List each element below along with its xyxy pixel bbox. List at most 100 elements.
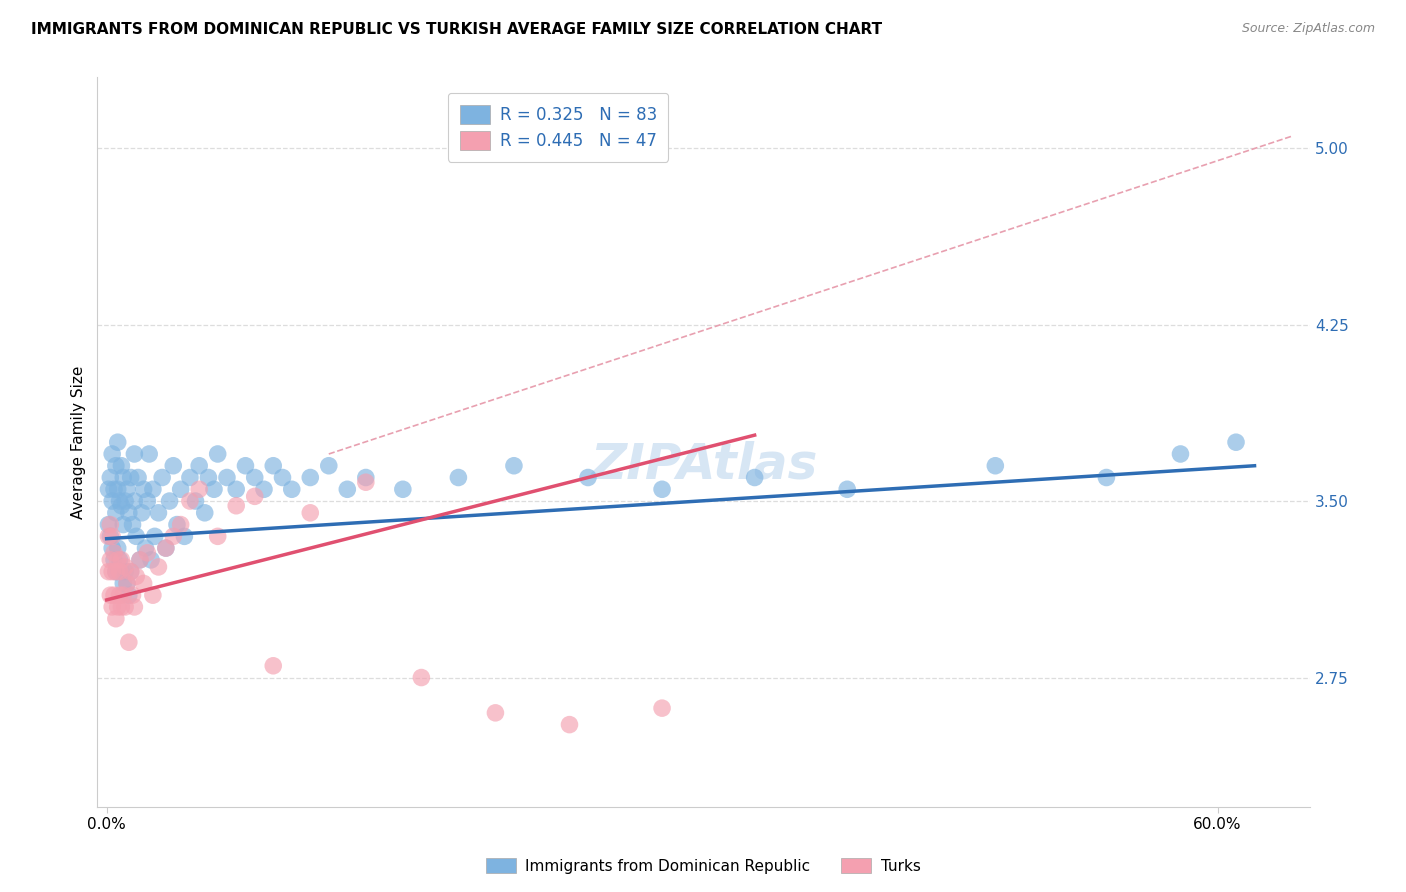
Point: [166, 517, 188, 532]
Point: [124, 494, 146, 508]
Point: [235, 458, 257, 473]
Point: [162, 458, 184, 473]
Point: [121, 517, 143, 532]
Point: [118, 588, 141, 602]
Point: [484, 706, 506, 720]
Text: Source: ZipAtlas.com: Source: ZipAtlas.com: [1241, 22, 1375, 36]
Point: [120, 565, 142, 579]
Legend: Immigrants from Dominican Republic, Turks: Immigrants from Dominican Republic, Turk…: [479, 852, 927, 880]
Point: [108, 553, 131, 567]
Point: [134, 541, 156, 555]
Point: [112, 517, 135, 532]
Point: [281, 483, 304, 497]
Point: [136, 546, 159, 560]
Point: [197, 470, 219, 484]
Point: [138, 447, 160, 461]
Point: [132, 483, 155, 497]
Point: [97, 483, 120, 497]
Point: [576, 470, 599, 484]
Text: IMMIGRANTS FROM DOMINICAN REPUBLIC VS TURKISH AVERAGE FAMILY SIZE CORRELATION CH: IMMIGRANTS FROM DOMINICAN REPUBLIC VS TU…: [31, 22, 882, 37]
Point: [98, 553, 121, 567]
Point: [103, 483, 125, 497]
Point: [558, 717, 581, 731]
Point: [121, 588, 143, 602]
Point: [104, 565, 127, 579]
Y-axis label: Average Family Size: Average Family Size: [72, 366, 86, 519]
Point: [651, 483, 673, 497]
Point: [148, 560, 170, 574]
Point: [132, 576, 155, 591]
Point: [142, 483, 165, 497]
Point: [115, 576, 138, 591]
Point: [104, 565, 127, 579]
Point: [110, 499, 132, 513]
Point: [447, 470, 470, 484]
Point: [101, 529, 124, 543]
Point: [159, 494, 181, 508]
Point: [101, 599, 124, 614]
Point: [136, 494, 159, 508]
Point: [1170, 447, 1192, 461]
Point: [125, 529, 148, 543]
Point: [129, 553, 152, 567]
Point: [1225, 435, 1247, 450]
Point: [112, 588, 135, 602]
Point: [110, 565, 132, 579]
Point: [207, 447, 229, 461]
Point: [299, 506, 322, 520]
Point: [112, 576, 135, 591]
Point: [392, 483, 415, 497]
Point: [107, 553, 129, 567]
Point: [503, 458, 526, 473]
Point: [110, 553, 132, 567]
Point: [118, 635, 141, 649]
Point: [107, 599, 129, 614]
Point: [169, 517, 191, 532]
Point: [125, 569, 148, 583]
Point: [124, 447, 146, 461]
Text: ZIPAtlas: ZIPAtlas: [591, 440, 817, 488]
Point: [253, 483, 276, 497]
Point: [104, 458, 127, 473]
Point: [179, 494, 201, 508]
Point: [984, 458, 1007, 473]
Point: [262, 658, 284, 673]
Point: [155, 541, 177, 555]
Point: [243, 470, 266, 484]
Point: [114, 560, 136, 574]
Point: [354, 475, 377, 490]
Point: [651, 701, 673, 715]
Point: [110, 458, 132, 473]
Point: [124, 599, 146, 614]
Point: [127, 470, 149, 484]
Point: [97, 517, 120, 532]
Point: [101, 541, 124, 555]
Point: [120, 470, 142, 484]
Point: [207, 529, 229, 543]
Point: [97, 529, 120, 543]
Point: [188, 458, 211, 473]
Point: [129, 553, 152, 567]
Point: [103, 553, 125, 567]
Point: [299, 470, 322, 484]
Point: [318, 458, 340, 473]
Point: [243, 489, 266, 503]
Point: [107, 541, 129, 555]
Point: [271, 470, 294, 484]
Point: [184, 494, 207, 508]
Legend: R = 0.325   N = 83, R = 0.445   N = 47: R = 0.325 N = 83, R = 0.445 N = 47: [449, 93, 668, 161]
Point: [104, 612, 127, 626]
Point: [98, 529, 121, 543]
Point: [150, 470, 173, 484]
Point: [97, 565, 120, 579]
Point: [101, 565, 124, 579]
Point: [188, 483, 211, 497]
Point: [139, 553, 162, 567]
Point: [262, 458, 284, 473]
Point: [103, 546, 125, 560]
Point: [108, 565, 131, 579]
Point: [142, 588, 165, 602]
Point: [173, 529, 195, 543]
Point: [143, 529, 166, 543]
Point: [114, 599, 136, 614]
